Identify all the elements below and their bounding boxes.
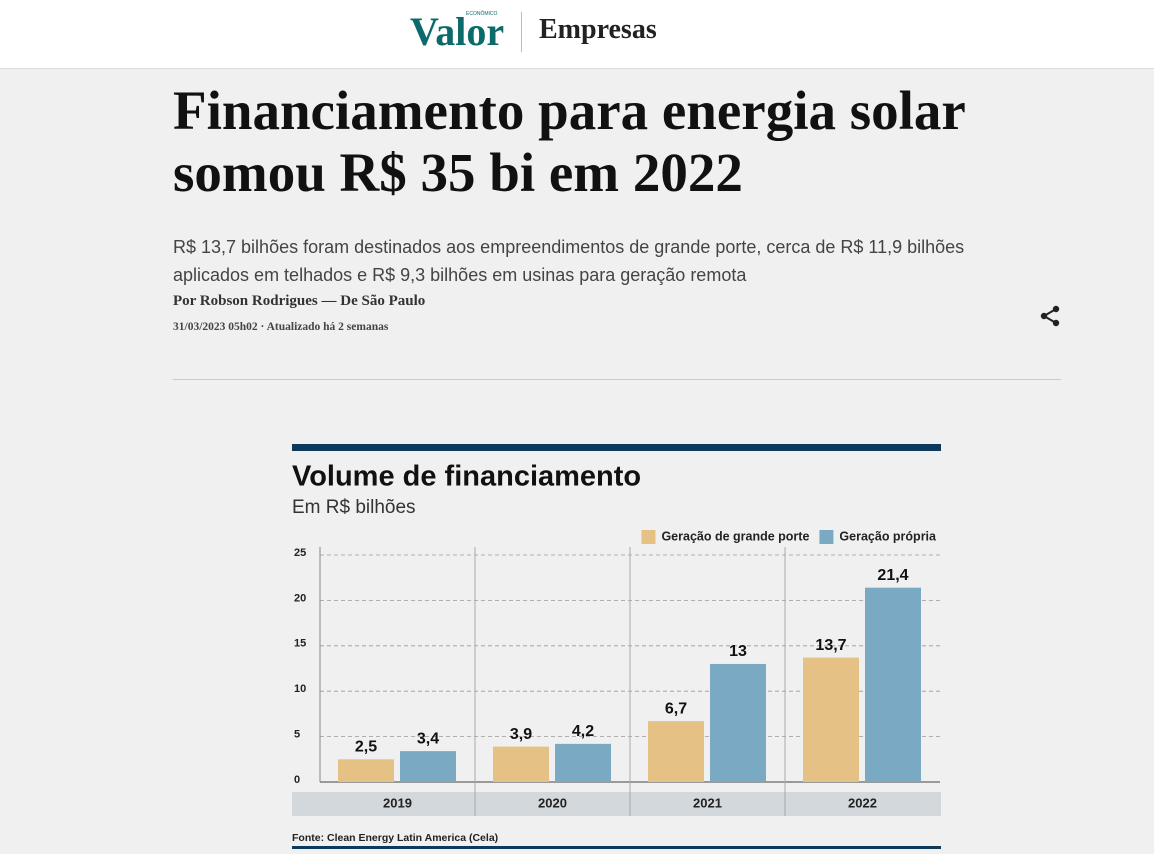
value-label: 6,7 (665, 700, 687, 717)
bar (710, 663, 766, 782)
header: Valor ECONÔMICO Empresas (0, 0, 1154, 69)
y-tick-label: 20 (294, 592, 306, 604)
y-tick-label: 5 (294, 729, 300, 741)
legend-swatch (819, 530, 834, 544)
category-strip (292, 792, 941, 816)
legend-label: Geração de grande porte (661, 529, 809, 543)
value-label: 13 (729, 643, 747, 660)
source: Fonte: Clean Energy Latin America (Cela) (292, 832, 498, 844)
share-button[interactable] (1038, 304, 1062, 328)
legend-label: Geração própria (839, 529, 937, 543)
y-tick-label: 25 (294, 547, 306, 559)
article-subtitle: R$ 13,7 bilhões foram destinados aos emp… (173, 237, 965, 285)
bar (493, 746, 549, 782)
value-label: 4,2 (572, 723, 594, 740)
article-title: Financiamento para energia solar somou R… (173, 80, 965, 203)
chart-subtitle: Em R$ bilhões (292, 497, 416, 518)
value-label: 21,4 (877, 567, 908, 584)
separator (173, 379, 1061, 380)
logo-small: ECONÔMICO (466, 11, 498, 17)
x-tick-label: 2019 (383, 795, 412, 810)
date: 31/03/2023 05h02 · Atualizado há 2 seman… (173, 321, 389, 333)
top-rule (292, 444, 941, 451)
x-tick-label: 2020 (538, 795, 567, 810)
y-tick-label: 10 (294, 683, 306, 695)
legend-swatch (641, 530, 656, 544)
bar (400, 751, 456, 782)
section[interactable]: Empresas (539, 14, 657, 45)
value-label: 2,5 (355, 739, 377, 756)
x-tick-label: 2022 (848, 795, 877, 810)
bar (338, 759, 394, 782)
x-tick-label: 2021 (693, 795, 722, 810)
chart-title: Volume de financiamento (292, 461, 641, 493)
y-tick-label: 15 (294, 638, 306, 650)
value-label: 3,9 (510, 726, 532, 743)
value-label: 13,7 (815, 637, 846, 654)
logo[interactable]: Valor (410, 9, 505, 54)
bottom-rule (292, 846, 941, 849)
value-label: 3,4 (417, 730, 439, 747)
divider (521, 12, 522, 52)
bar (803, 657, 859, 782)
bar (648, 721, 704, 782)
bar (865, 587, 921, 782)
bar (555, 743, 611, 782)
byline: Por Robson Rodrigues — De São Paulo (173, 293, 426, 309)
chart: Volume de financiamento Em R$ bilhões Fo… (292, 444, 941, 849)
y-tick-label: 0 (294, 774, 300, 786)
